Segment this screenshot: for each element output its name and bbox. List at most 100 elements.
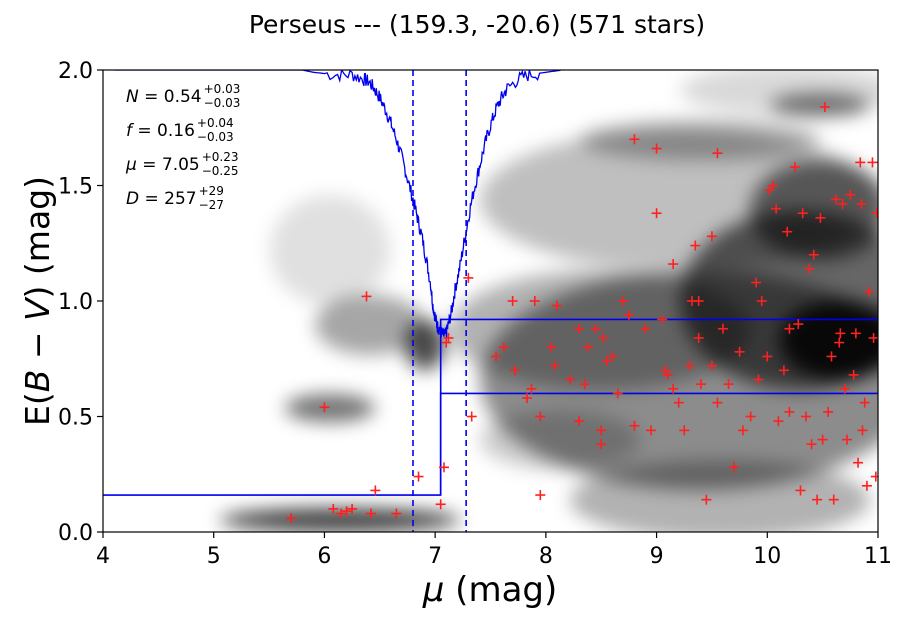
fit-parameter-lower-error: −0.03	[204, 96, 241, 110]
star-marker	[823, 406, 834, 417]
star-marker	[546, 342, 557, 353]
star-marker	[529, 296, 540, 306]
fit-parameter-lower-error: −27	[199, 198, 224, 212]
star-marker	[795, 485, 806, 496]
star-marker	[729, 462, 740, 473]
star-marker	[640, 323, 651, 334]
density-blob	[405, 320, 445, 370]
fit-parameter: μ = 7.05	[125, 155, 200, 175]
model-lines	[103, 70, 878, 532]
star-marker	[695, 379, 706, 390]
star-marker	[753, 374, 764, 385]
star-marker	[850, 328, 861, 339]
star-marker	[668, 259, 679, 270]
fit-parameter-lower-error: −0.03	[197, 130, 234, 144]
star-marker	[857, 425, 868, 436]
star-marker	[826, 351, 837, 362]
star-marker	[365, 508, 376, 519]
star-marker	[463, 272, 474, 283]
density-blob	[480, 410, 640, 470]
star-marker	[718, 323, 728, 334]
star-marker	[706, 231, 717, 242]
x-tick-label: 10	[753, 544, 781, 569]
star-marker	[817, 434, 828, 445]
star-marker	[808, 249, 819, 260]
star-marker	[443, 332, 454, 343]
density-blob	[680, 70, 878, 115]
star-marker	[662, 369, 673, 380]
star-marker	[673, 397, 684, 408]
star-marker	[435, 499, 446, 510]
star-marker	[607, 351, 618, 362]
star-marker	[712, 397, 723, 408]
star-marker	[745, 411, 756, 422]
star-marker	[837, 198, 848, 209]
fit-parameter-upper-error: +0.23	[202, 150, 239, 164]
star-marker	[871, 208, 878, 219]
star-marker	[801, 411, 812, 422]
star-marker	[867, 157, 878, 168]
star-marker	[498, 342, 509, 353]
star-marker	[660, 365, 671, 376]
star-marker	[771, 203, 782, 214]
star-marker	[526, 383, 537, 394]
star-marker	[797, 208, 808, 219]
star-marker	[319, 402, 330, 413]
star-marker	[328, 503, 339, 514]
fit-parameters: N = 0.54 +0.03−0.03f = 0.16 +0.04−0.03μ = …	[125, 82, 240, 212]
star-marker	[762, 351, 773, 362]
star-marker	[848, 369, 859, 380]
y-tick-label: 2.0	[58, 59, 93, 84]
star-marker	[509, 365, 520, 376]
star-marker	[784, 323, 795, 334]
star-marker	[684, 360, 695, 371]
x-tick-label: 4	[96, 544, 110, 569]
fit-parameter-lower-error: −0.25	[202, 164, 239, 178]
density-blob	[315, 295, 425, 355]
star-marker	[712, 148, 723, 159]
star-marker	[657, 314, 668, 325]
star-marker	[830, 194, 841, 205]
y-tick-label: 1.5	[58, 175, 93, 200]
y-axis-label: E(B − V) (mag)	[18, 176, 57, 426]
density-blob	[285, 394, 375, 422]
star-marker	[737, 425, 748, 436]
star-marker	[855, 157, 866, 168]
likelihood-curve	[114, 70, 561, 339]
star-marker	[582, 342, 593, 353]
star-marker	[507, 296, 518, 306]
star-marker	[596, 425, 607, 436]
density-blob	[270, 195, 390, 305]
x-tick-label: 5	[207, 544, 221, 569]
star-marker	[693, 332, 704, 343]
star-marker	[751, 277, 762, 288]
star-marker	[579, 379, 590, 390]
star-marker	[629, 134, 640, 145]
star-marker	[491, 351, 502, 362]
density-blob	[580, 120, 820, 160]
star-marker	[856, 198, 867, 209]
fit-parameter-upper-error: +0.03	[204, 82, 241, 96]
star-marker	[812, 494, 823, 505]
star-marker	[819, 101, 830, 112]
x-axis-label: μ (mag)	[422, 570, 558, 610]
star-marker	[629, 420, 640, 431]
star-marker	[651, 143, 662, 154]
star-marker	[679, 425, 690, 436]
star-marker	[734, 346, 745, 357]
star-marker	[336, 508, 347, 519]
star-marker	[370, 485, 381, 496]
star-marker	[782, 226, 793, 237]
star-markers	[286, 101, 878, 524]
star-marker	[834, 337, 845, 348]
star-marker	[778, 365, 789, 376]
density-blob	[750, 160, 878, 260]
x-axis: 4 5 6 7 8 9 10 11	[96, 532, 892, 569]
star-marker	[391, 508, 402, 519]
star-marker	[723, 379, 734, 390]
star-marker	[706, 360, 717, 371]
star-marker	[773, 416, 784, 427]
star-marker	[341, 506, 352, 517]
star-marker	[596, 439, 607, 450]
